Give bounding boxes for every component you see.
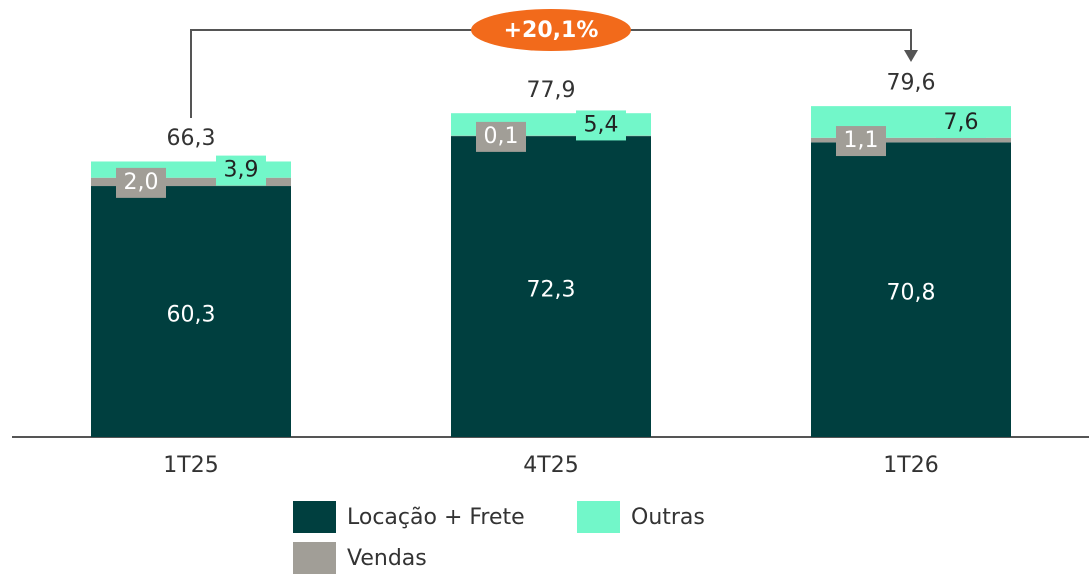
value-label: 0,1 <box>484 124 519 149</box>
total-label: 77,9 <box>527 78 576 103</box>
value-label: 70,8 <box>887 281 936 306</box>
bar-segment <box>451 136 651 437</box>
annotation: +20,1% <box>504 18 599 43</box>
arrow-head <box>904 50 918 62</box>
value-label: 60,3 <box>167 303 216 328</box>
bar-segment <box>811 137 1011 143</box>
label-box <box>476 121 526 152</box>
bar-segment <box>811 142 1011 437</box>
x-tick-label: 1T25 <box>163 453 218 478</box>
bar-segment <box>91 177 291 187</box>
legend-swatch <box>577 501 620 533</box>
legend-label: Vendas <box>347 546 427 571</box>
badge <box>471 9 631 51</box>
legend-swatch <box>293 542 336 574</box>
label-box <box>576 110 626 141</box>
value-label: 7,6 <box>944 110 979 135</box>
value-label: 1,1 <box>844 128 879 153</box>
total-label: 79,6 <box>887 71 936 96</box>
x-tick-label: 1T26 <box>883 453 938 478</box>
bar-segment <box>91 186 291 437</box>
value-label: 5,4 <box>584 112 619 137</box>
legend-swatch <box>293 501 336 533</box>
value-label: 72,3 <box>527 278 576 303</box>
x-tick-label: 4T25 <box>523 453 578 478</box>
label-box <box>836 126 886 157</box>
label-box <box>116 167 166 198</box>
legend-label: Outras <box>631 505 705 530</box>
label-box <box>216 155 266 186</box>
legend-label: Locação + Frete <box>347 505 525 530</box>
total-label: 66,3 <box>167 126 216 151</box>
value-label: 3,9 <box>224 158 259 183</box>
value-label: 2,0 <box>124 170 159 195</box>
label-box <box>936 107 986 138</box>
